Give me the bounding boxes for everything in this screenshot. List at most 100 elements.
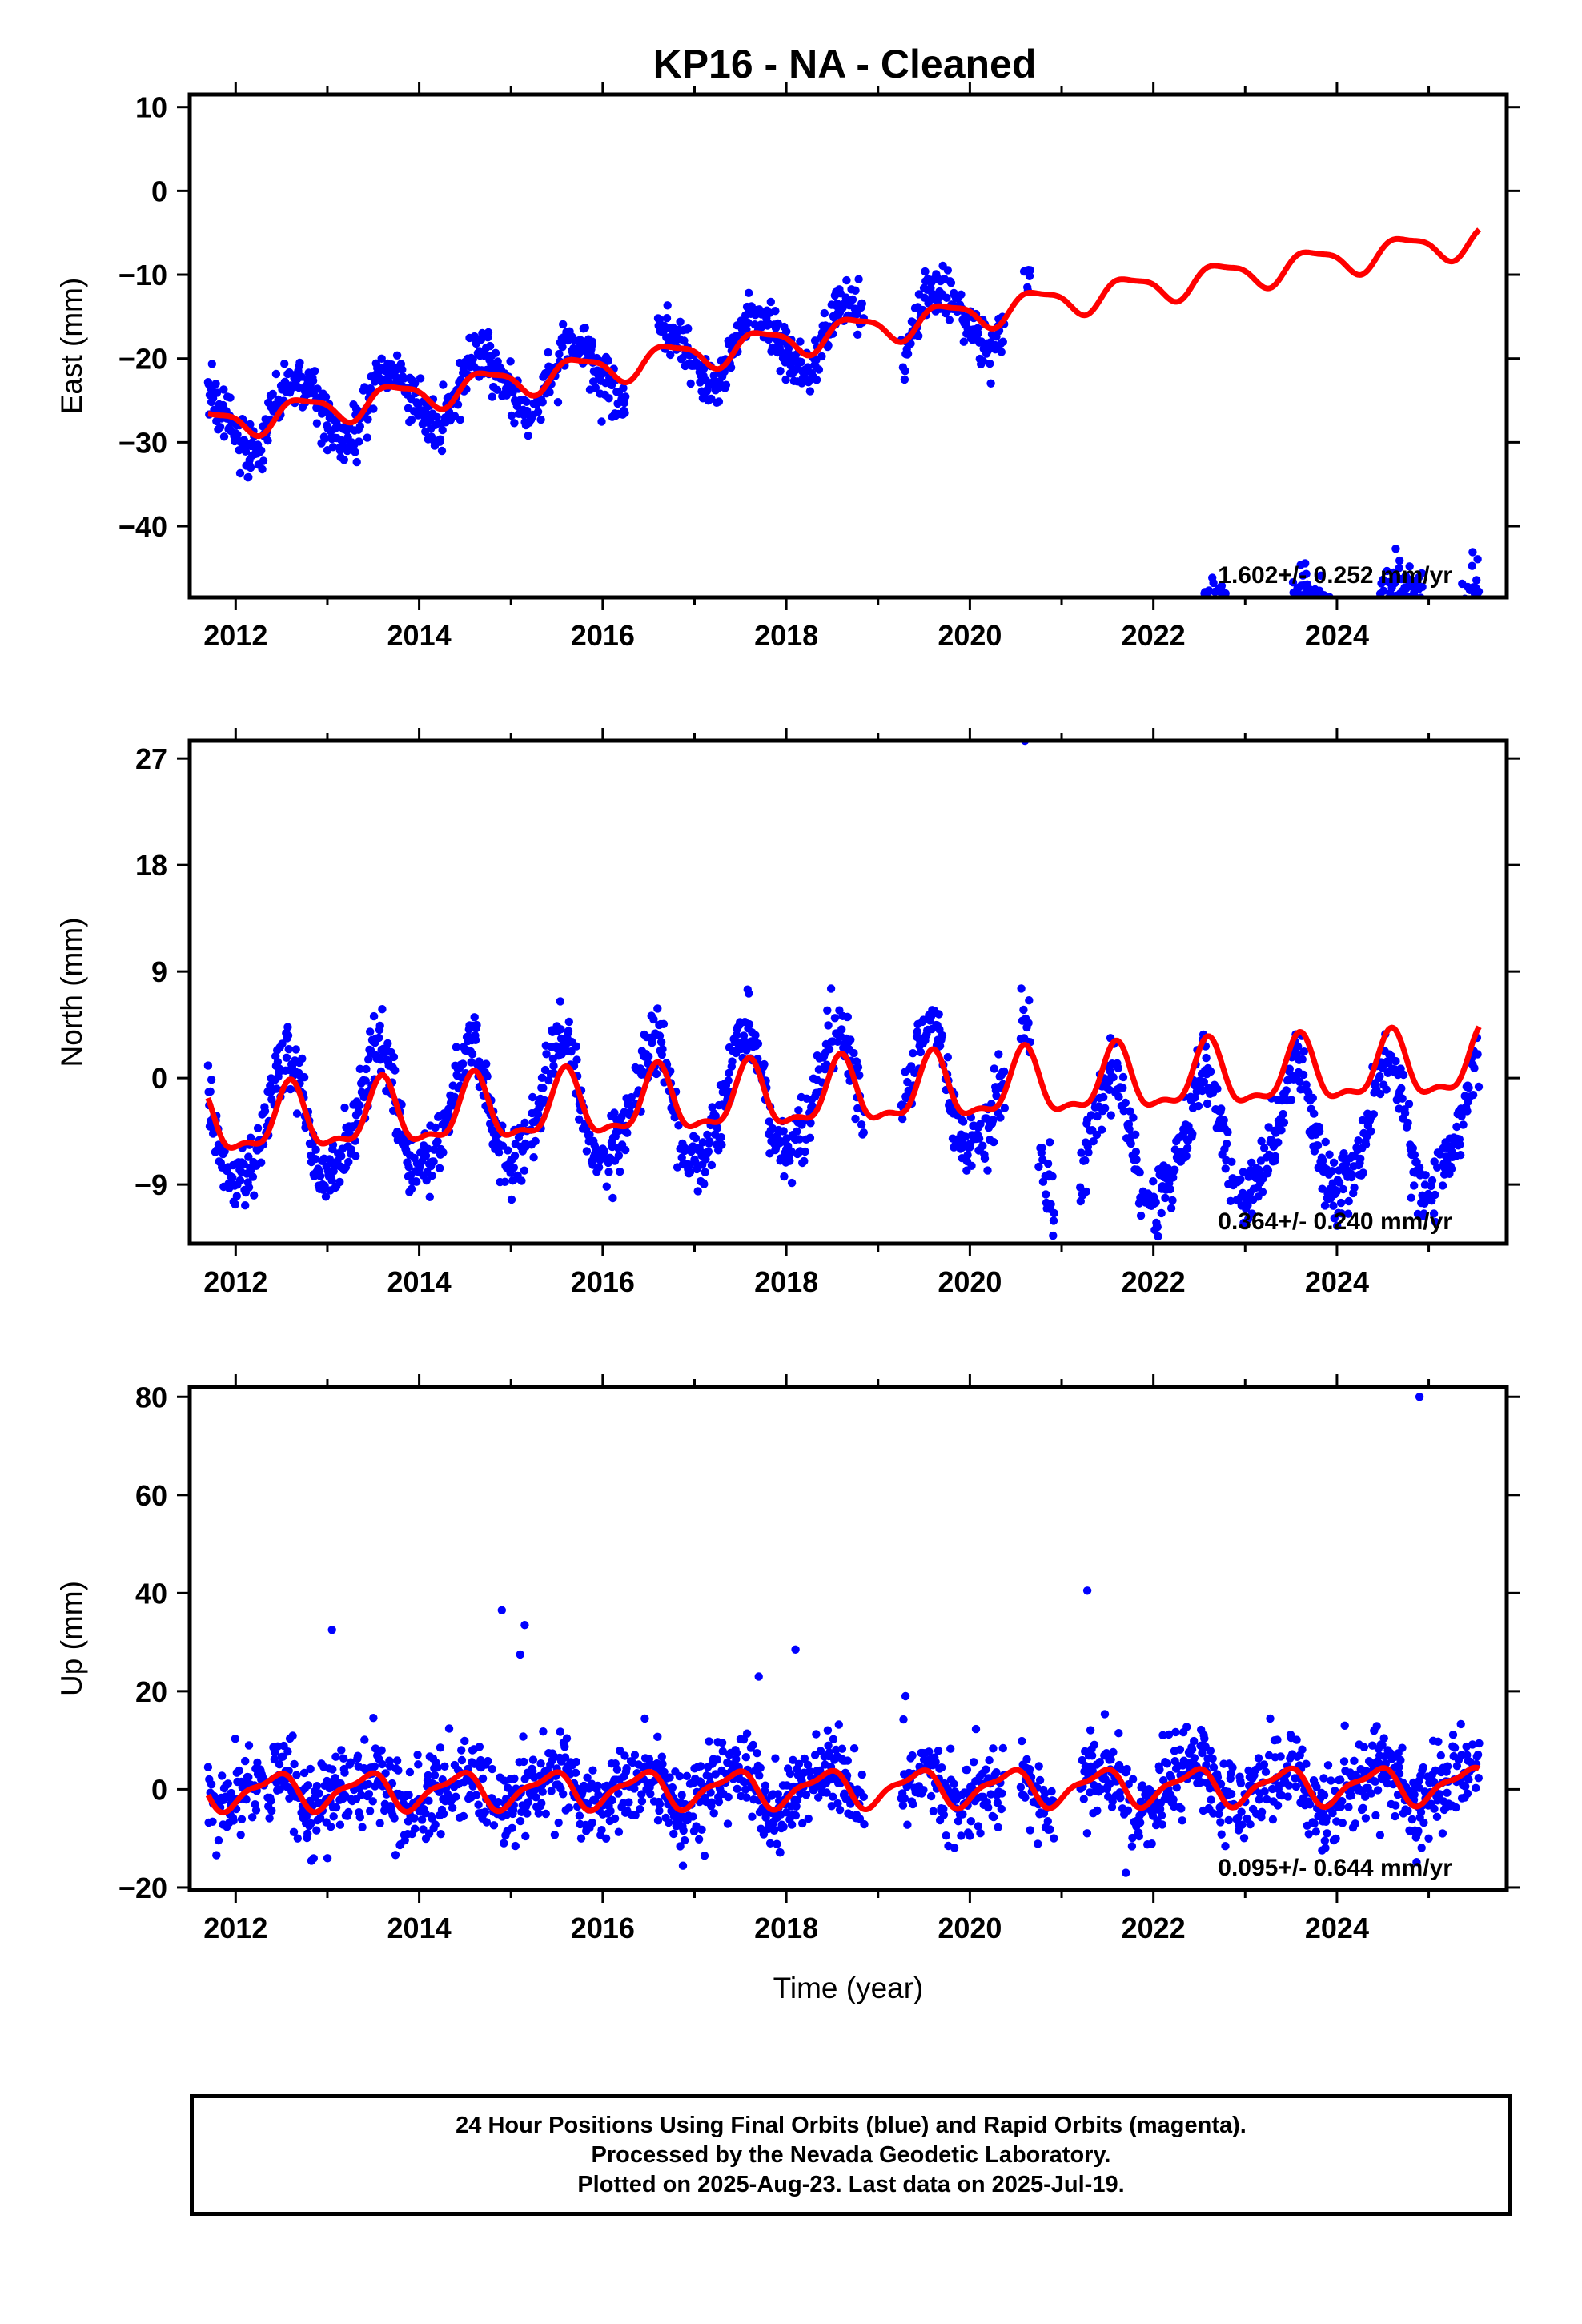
east-model-line xyxy=(206,227,1481,440)
data-point xyxy=(646,1789,655,1799)
data-point xyxy=(1122,1764,1131,1774)
data-point xyxy=(773,1839,781,1848)
data-point xyxy=(1215,1810,1223,1819)
data-point xyxy=(360,1735,369,1744)
data-point xyxy=(1170,1165,1179,1174)
x-tick-label: 2024 xyxy=(1305,619,1369,652)
data-point xyxy=(1176,667,1184,675)
data-point xyxy=(1379,586,1388,595)
data-point xyxy=(1179,654,1187,662)
data-point xyxy=(1101,1104,1110,1113)
data-point xyxy=(303,1781,313,1790)
east-y-axis-label: East (mm) xyxy=(55,278,88,415)
data-point xyxy=(1461,621,1469,629)
data-point xyxy=(649,1015,658,1024)
data-point xyxy=(438,425,447,435)
data-point xyxy=(950,1779,958,1788)
data-point xyxy=(1081,682,1089,690)
data-point xyxy=(1433,1163,1442,1172)
data-point xyxy=(1092,1130,1102,1140)
data-point xyxy=(1468,1091,1478,1100)
data-point xyxy=(1132,1155,1141,1164)
data-point xyxy=(1274,640,1282,648)
data-point xyxy=(1178,653,1186,661)
data-point xyxy=(315,1789,323,1798)
data-point xyxy=(1437,609,1445,617)
data-point xyxy=(1311,603,1319,611)
data-point xyxy=(1034,1839,1042,1848)
data-point xyxy=(484,1756,492,1766)
data-point xyxy=(1443,1788,1452,1797)
data-point xyxy=(1436,627,1444,635)
data-point xyxy=(1244,1766,1253,1775)
data-point xyxy=(572,1757,580,1767)
data-point xyxy=(1316,571,1325,580)
data-point xyxy=(614,1789,623,1798)
data-point xyxy=(1088,657,1096,665)
data-point xyxy=(1420,613,1428,621)
data-point xyxy=(1021,1793,1030,1802)
data-point xyxy=(1448,623,1456,631)
data-point xyxy=(859,1128,869,1137)
data-point xyxy=(482,1059,491,1068)
data-point xyxy=(756,1763,765,1772)
data-point xyxy=(1327,1167,1337,1176)
data-point xyxy=(785,1769,795,1779)
data-point xyxy=(1188,1129,1197,1138)
data-point xyxy=(1329,1158,1339,1168)
data-point xyxy=(744,318,753,328)
data-point xyxy=(1045,667,1053,675)
data-point xyxy=(1182,1152,1191,1160)
east-panel: 2012 2014 2016 2018 2020 2022 2024100−10−20−30… xyxy=(55,82,1520,691)
data-point xyxy=(1382,1085,1391,1094)
data-point xyxy=(1161,651,1169,659)
data-point xyxy=(1186,655,1195,663)
data-point xyxy=(1463,1789,1472,1798)
data-point xyxy=(804,1814,813,1823)
data-point xyxy=(1323,1829,1331,1838)
data-point xyxy=(602,1182,611,1191)
data-point xyxy=(1472,1783,1480,1792)
data-point xyxy=(1050,1834,1058,1843)
data-point xyxy=(805,1133,815,1143)
data-point xyxy=(1000,1104,1010,1112)
data-point xyxy=(1331,1834,1340,1844)
data-point xyxy=(1246,668,1254,676)
data-point xyxy=(700,1180,709,1188)
data-point xyxy=(1017,984,1026,993)
data-point xyxy=(986,359,994,368)
data-point xyxy=(659,1019,669,1029)
data-point xyxy=(439,1809,448,1819)
data-point xyxy=(946,1744,955,1753)
data-point xyxy=(984,1803,993,1812)
data-point xyxy=(943,1053,953,1062)
data-point xyxy=(1384,1058,1393,1068)
data-point xyxy=(537,1799,546,1807)
data-point xyxy=(1329,1201,1338,1210)
data-point xyxy=(685,1168,695,1176)
data-point xyxy=(404,1791,413,1799)
data-point xyxy=(921,267,930,276)
data-point xyxy=(453,400,463,409)
data-point xyxy=(1258,1188,1267,1196)
north-rate-label: 0.364+/- 0.240 mm/yr xyxy=(1218,1208,1452,1235)
data-point xyxy=(355,1101,364,1110)
data-point xyxy=(511,1841,520,1851)
data-point xyxy=(235,468,245,478)
data-point xyxy=(1333,1221,1342,1230)
data-point xyxy=(295,383,303,392)
data-point xyxy=(412,1177,421,1186)
data-point xyxy=(1082,1187,1090,1196)
data-point xyxy=(1091,683,1099,691)
x-tick-label: 2016 xyxy=(571,1265,635,1298)
data-point xyxy=(1043,613,1051,621)
data-point xyxy=(271,369,281,379)
data-point xyxy=(1260,654,1268,662)
data-point xyxy=(829,1792,837,1801)
data-point xyxy=(1421,1171,1430,1180)
data-point xyxy=(653,1004,662,1013)
data-point xyxy=(1177,1804,1186,1813)
data-point xyxy=(571,1768,580,1777)
data-point xyxy=(1432,1812,1442,1821)
y-tick-label: 0 xyxy=(151,1773,167,1806)
